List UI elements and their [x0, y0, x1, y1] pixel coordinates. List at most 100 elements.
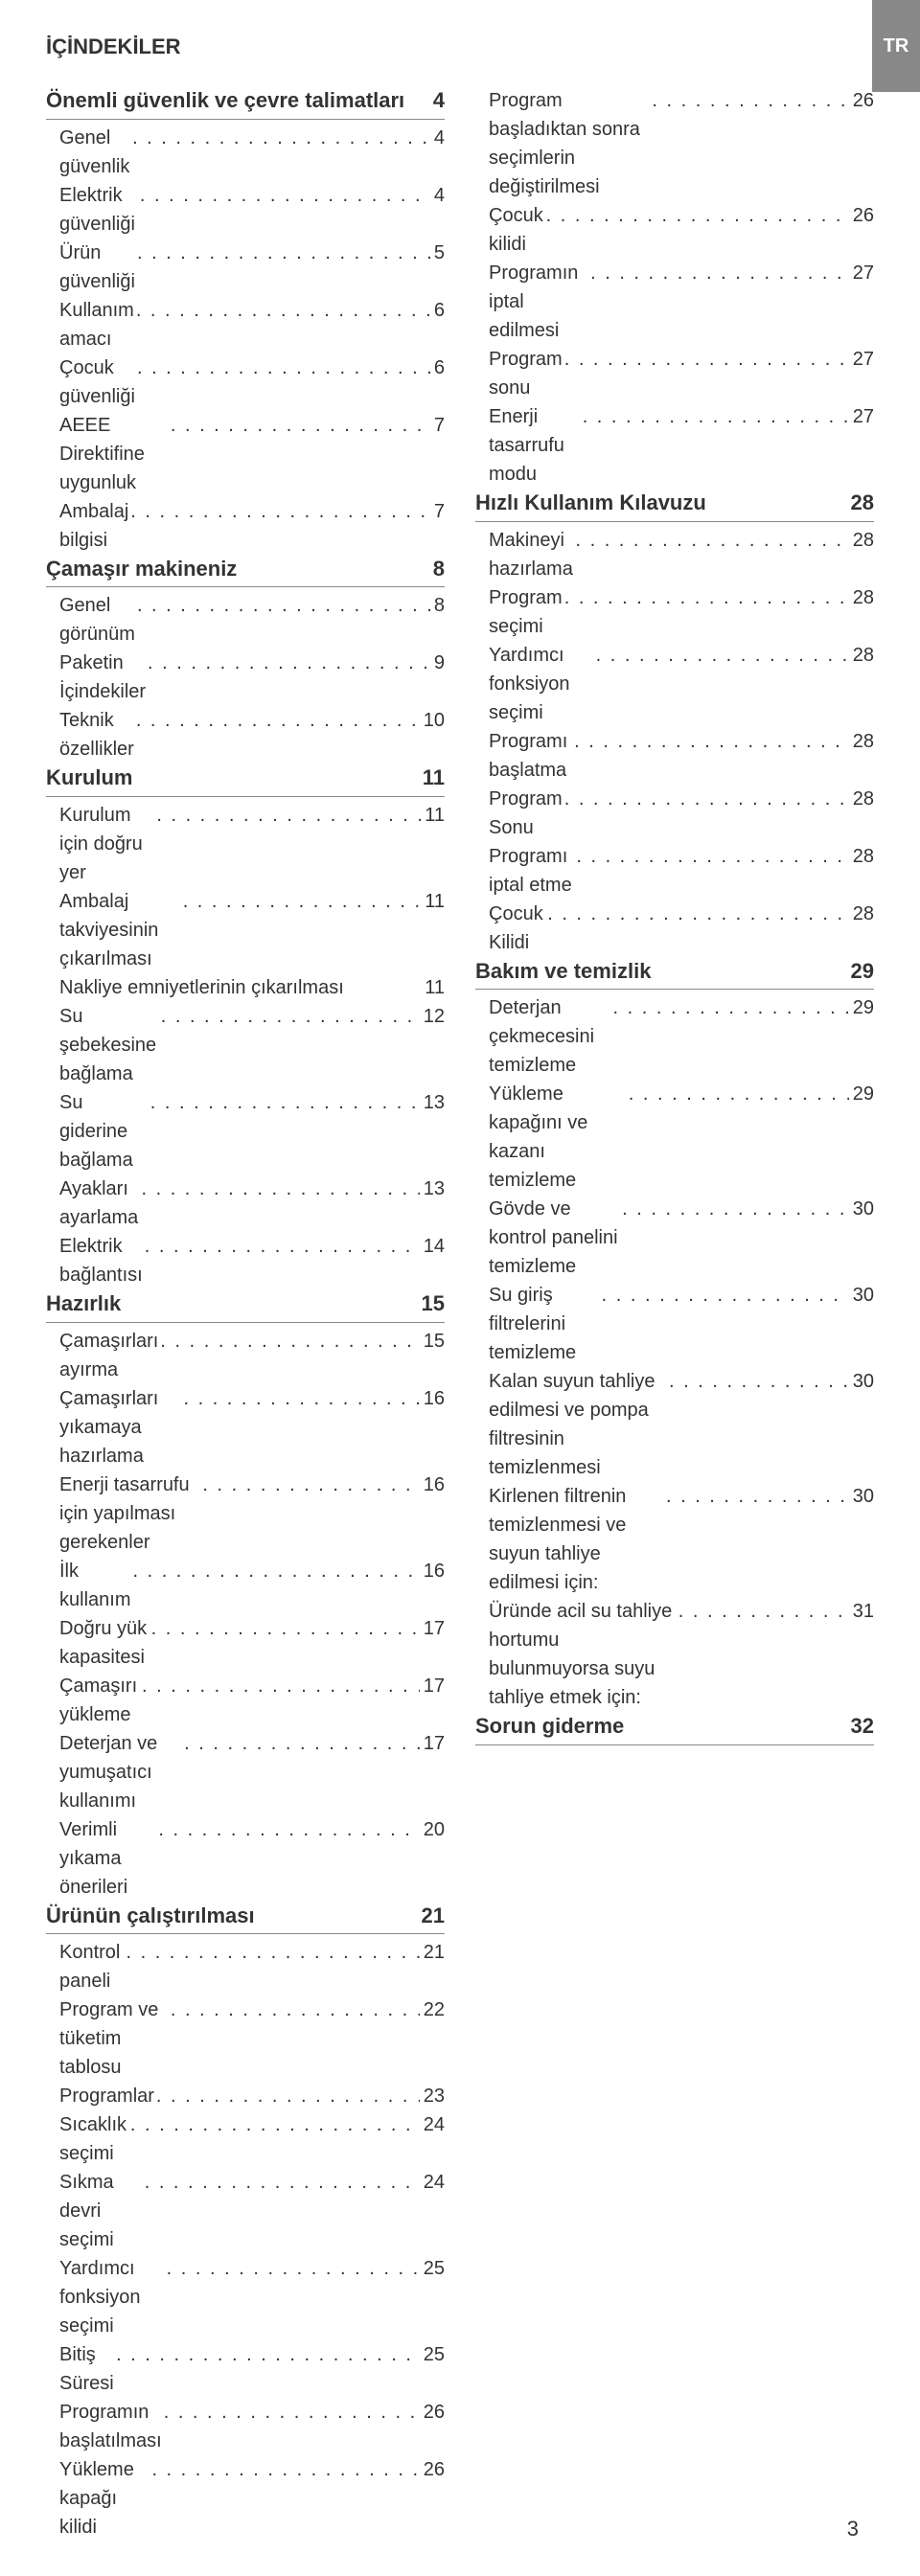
toc-section-title: Kurulum	[46, 764, 132, 792]
toc-section-title: Çamaşır makineniz	[46, 555, 237, 583]
toc-entry-label: Program Sonu	[489, 785, 563, 842]
toc-dots: . . . . . . . . . . . . . . . . . . . . …	[140, 1672, 420, 1700]
toc-section-page: 21	[422, 1902, 445, 1930]
toc-entry: Çocuk kilidi . . . . . . . . . . . . . .…	[475, 201, 874, 259]
toc-entry-label: Çamaşırları yıkamaya hazırlama	[59, 1384, 181, 1470]
toc-section-row: Bakım ve temizlik29	[475, 957, 874, 986]
language-tab-label: TR	[884, 35, 909, 57]
toc-dots: . . . . . . . . . . . . . . . . . . . . …	[154, 801, 421, 830]
toc-entry-page: 28	[849, 727, 874, 756]
toc-entry-page: 5	[430, 239, 445, 267]
section-divider	[475, 989, 874, 990]
toc-dots: . . . . . . . . . . . . . . . . . . . . …	[181, 1384, 419, 1413]
section-divider	[46, 1322, 445, 1323]
toc-dots: . . . . . . . . . . . . . . . . . . . . …	[114, 2340, 420, 2369]
toc-entry-page: 13	[420, 1174, 445, 1203]
toc-dots: . . . . . . . . . . . . . . . . . . . . …	[544, 201, 849, 230]
toc-dots: . . . . . . . . . . . . . . . . . . . . …	[581, 402, 849, 431]
toc-entry-page: 26	[849, 201, 874, 230]
toc-dots: . . . . . . . . . . . . . . . . . . . . …	[650, 86, 848, 115]
toc-dots: . . . . . . . . . . . . . . . . . . . . …	[143, 2168, 420, 2197]
toc-entry: Verimli yıkama önerileri . . . . . . . .…	[46, 1815, 445, 1902]
toc-entry: Çamaşırları yıkamaya hazırlama . . . . .…	[46, 1384, 445, 1470]
toc-dots: . . . . . . . . . . . . . . . . . . . . …	[573, 526, 848, 555]
toc-section-title: Hazırlık	[46, 1289, 121, 1318]
toc-entry: Doğru yük kapasitesi . . . . . . . . . .…	[46, 1614, 445, 1672]
toc-entry: Su giderine bağlama . . . . . . . . . . …	[46, 1088, 445, 1174]
toc-dots: . . . . . . . . . . . . . . . . . . . . …	[169, 411, 430, 440]
toc-entry-label: Yardımcı fonksiyon seçimi	[59, 2254, 165, 2340]
toc-entry-label: Program seçimi	[489, 583, 563, 641]
toc-entry-label: Deterjan ve yumuşatıcı kullanımı	[59, 1729, 182, 1815]
toc-entry: Ayakları ayarlama . . . . . . . . . . . …	[46, 1174, 445, 1232]
toc-entry: Sıkma devri seçimi . . . . . . . . . . .…	[46, 2168, 445, 2254]
toc-entry: Programın başlatılması . . . . . . . . .…	[46, 2398, 445, 2455]
section-divider	[46, 586, 445, 587]
toc-entry: Ambalaj takviyesinin çıkarılması . . . .…	[46, 887, 445, 973]
toc-section-title: Sorun giderme	[475, 1712, 624, 1741]
toc-dots: . . . . . . . . . . . . . . . . . . . . …	[620, 1195, 849, 1223]
toc-entry-label: Enerji tasarrufu modu	[489, 402, 581, 489]
toc-columns: Önemli güvenlik ve çevre talimatları4 Gen…	[46, 86, 874, 2542]
toc-dots: . . . . . . . . . . . . . . . . . . . . …	[162, 2398, 420, 2427]
toc-entry: Yardımcı fonksiyon seçimi . . . . . . . …	[475, 641, 874, 727]
toc-section-page: 15	[422, 1289, 445, 1318]
toc-dots: . . . . . . . . . . . . . . . . . . . . …	[128, 2110, 420, 2139]
toc-entry-page: 28	[849, 526, 874, 555]
toc-entry: Genel güvenlik . . . . . . . . . . . . .…	[46, 124, 445, 181]
language-tab: TR	[872, 0, 920, 92]
toc-dots: . . . . . . . . . . . . . . . . . . . . …	[667, 1367, 849, 1396]
toc-entry-page: 8	[430, 591, 445, 620]
toc-entry-label: Verimli yıkama önerileri	[59, 1815, 156, 1902]
toc-entry-page: 30	[849, 1367, 874, 1396]
toc-dots: . . . . . . . . . . . . . . . . . . . . …	[563, 583, 849, 612]
toc-entry-label: Yardımcı fonksiyon seçimi	[489, 641, 594, 727]
toc-entry: Üründe acil su tahliye hortumu bulunmuyo…	[475, 1597, 874, 1712]
page-title: İÇİNDEKİLER	[46, 34, 874, 59]
toc-entry: Kurulum için doğru yer . . . . . . . . .…	[46, 801, 445, 887]
toc-entry-page: 24	[420, 2110, 445, 2139]
toc-entry-label: Çamaşırları ayırma	[59, 1327, 158, 1384]
toc-entry-page: 11	[421, 801, 445, 830]
toc-dots: . . . . . . . . . . . . . . . . . . . . …	[130, 1557, 419, 1585]
toc-section-row: Önemli güvenlik ve çevre talimatları4	[46, 86, 445, 115]
toc-entry: Enerji tasarrufu için yapılması gerekenl…	[46, 1470, 445, 1557]
toc-entry: Ürün güvenliği . . . . . . . . . . . . .…	[46, 239, 445, 296]
toc-entry-page: 6	[430, 296, 445, 325]
toc-dots: . . . . . . . . . . . . . . . . . . . . …	[664, 1482, 849, 1511]
toc-entry-label: Teknik özellikler	[59, 706, 134, 764]
toc-entry-label: Üründe acil su tahliye hortumu bulunmuyo…	[489, 1597, 677, 1712]
toc-entry-label: Programlar	[59, 2082, 154, 2110]
toc-entry: Bitiş Süresi . . . . . . . . . . . . . .…	[46, 2340, 445, 2398]
toc-entry-page: 28	[849, 583, 874, 612]
toc-entry-label: Sıkma devri seçimi	[59, 2168, 143, 2254]
toc-entry: Çamaşırları ayırma . . . . . . . . . . .…	[46, 1327, 445, 1384]
toc-entry-label: Programın iptal edilmesi	[489, 259, 588, 345]
toc-entry-label: Program ve tüketim tablosu	[59, 1995, 169, 2082]
toc-entry-label: Elektrik bağlantısı	[59, 1232, 143, 1289]
toc-dots: . . . . . . . . . . . . . . . . . . . . …	[154, 2082, 420, 2110]
toc-entry: Elektrik bağlantısı . . . . . . . . . . …	[46, 1232, 445, 1289]
toc-entry-label: Çamaşırı yükleme	[59, 1672, 140, 1729]
toc-dots: . . . . . . . . . . . . . . . . . . . . …	[130, 124, 430, 152]
toc-section-row: Kurulum11	[46, 764, 445, 792]
toc-entry-label: Ayakları ayarlama	[59, 1174, 139, 1232]
toc-entry-page: 25	[420, 2254, 445, 2283]
toc-entry: Kalan suyun tahliye edilmesi ve pompa fi…	[475, 1367, 874, 1482]
toc-section: Çamaşır makineniz 8	[46, 555, 445, 588]
toc-entry-page: 27	[849, 345, 874, 374]
toc-dots: . . . . . . . . . . . . . . . . . . . . …	[563, 345, 849, 374]
toc-entry-label: Kalan suyun tahliye edilmesi ve pompa fi…	[489, 1367, 667, 1482]
toc-dots: . . . . . . . . . . . . . . . . . . . . …	[146, 649, 430, 677]
toc-section: Hızlı Kullanım Kılavuzu28	[475, 489, 874, 522]
toc-dots: . . . . . . . . . . . . . . . . . . . . …	[677, 1597, 849, 1626]
section-divider	[46, 796, 445, 797]
toc-entry-label: Su şebekesine bağlama	[59, 1002, 159, 1088]
toc-entry: Enerji tasarrufu modu . . . . . . . . . …	[475, 402, 874, 489]
section-divider	[475, 521, 874, 522]
toc-entry: AEEE Direktifine uygunluk . . . . . . . …	[46, 411, 445, 497]
toc-section-page: 8	[433, 555, 445, 583]
toc-entry-page: 13	[420, 1088, 445, 1117]
toc-dots: . . . . . . . . . . . . . . . . . . . . …	[124, 1938, 419, 1967]
toc-entry: Ambalaj bilgisi . . . . . . . . . . . . …	[46, 497, 445, 555]
